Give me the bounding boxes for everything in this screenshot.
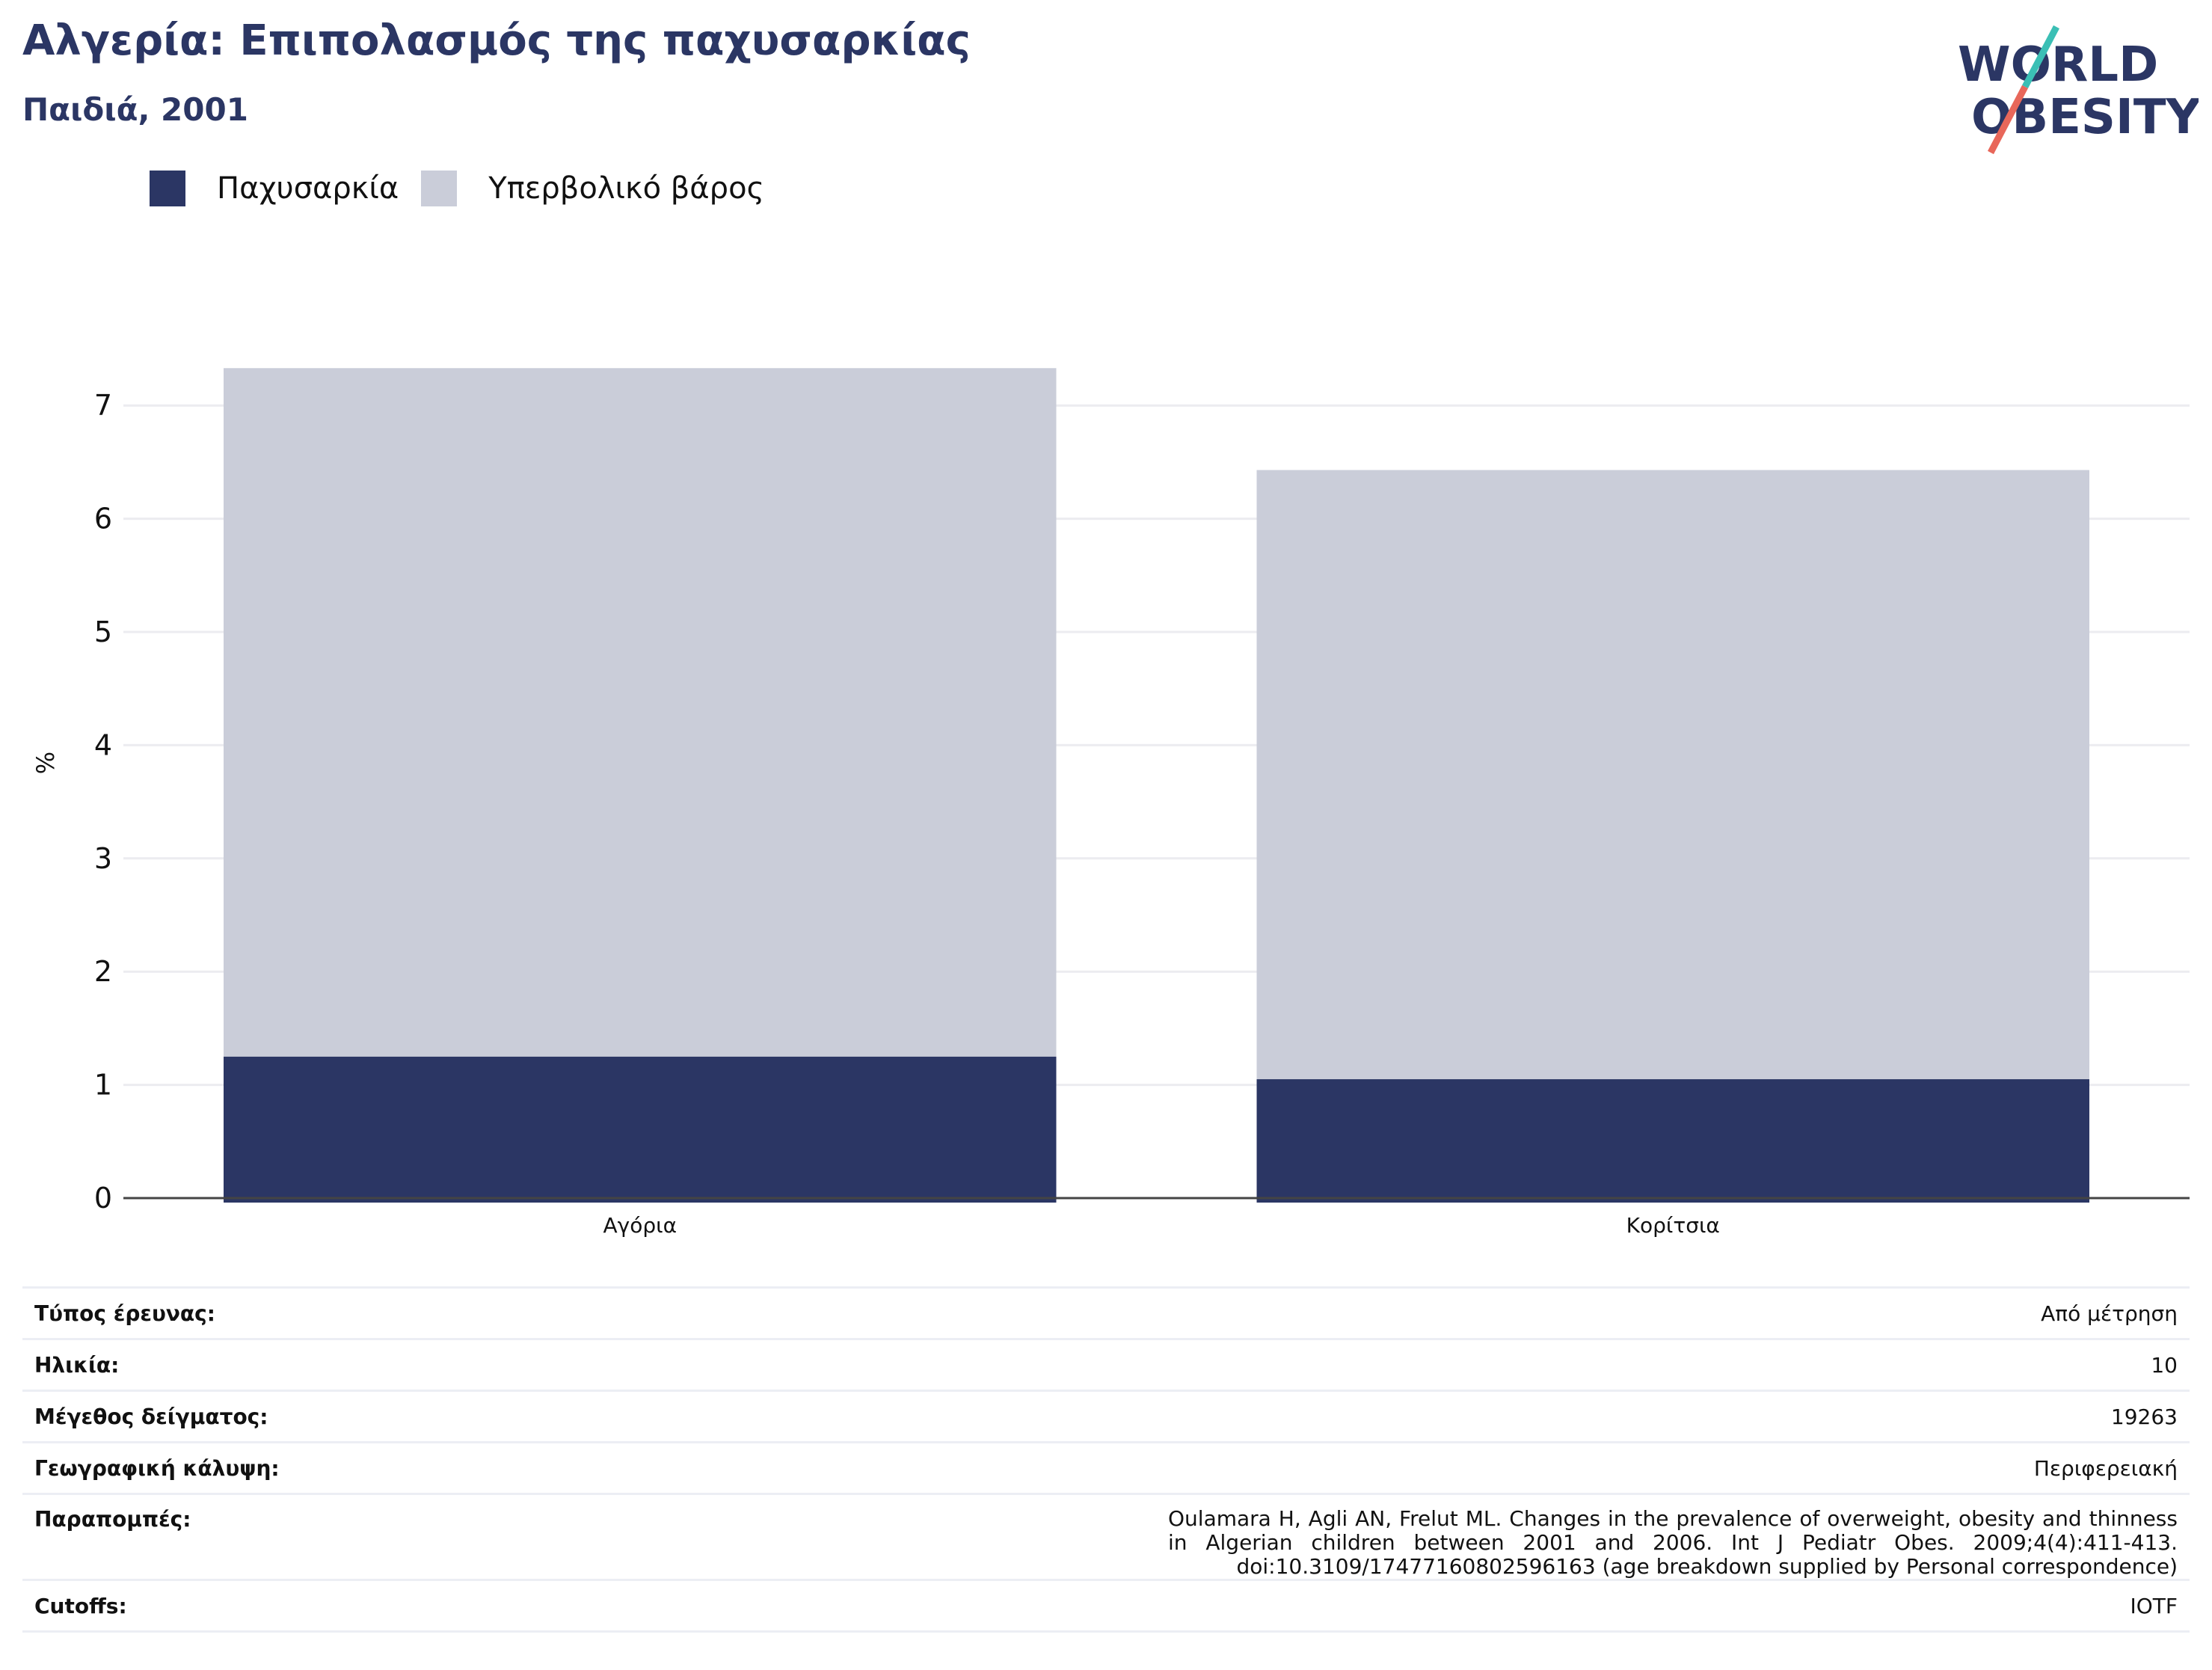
bar-overweight [1256, 470, 2089, 1080]
info-row-age: Ηλικία: 10 [22, 1338, 2190, 1391]
info-row-sample-size: Μέγεθος δείγματος: 19263 [22, 1390, 2190, 1443]
page-subtitle: Παιδιά, 2001 [22, 91, 248, 128]
y-tick-label: 4 [94, 728, 112, 761]
info-value-reference: Oulamara H, Agli AN, Frelut ML. Changes … [570, 1493, 2190, 1580]
bar-overweight [224, 368, 1057, 1057]
y-tick-label: 2 [94, 955, 112, 988]
info-value: Από μέτρηση [570, 1286, 2190, 1339]
legend-item-obesity[interactable]: Παχυσαρκία [150, 171, 399, 206]
y-axis-label: % [31, 752, 60, 774]
legend-swatch-overweight [421, 171, 458, 206]
info-row-cutoffs: Cutoffs: IOTF [22, 1579, 2190, 1633]
info-row-survey-type: Τύπος έρευνας: Από μέτρηση [22, 1286, 2190, 1339]
info-value: 19263 [570, 1390, 2190, 1443]
bar-obesity [224, 1056, 1057, 1203]
y-tick-label: 1 [94, 1069, 112, 1102]
logo-line1: WORLD [1958, 37, 2158, 93]
legend-label-overweight: Υπερβολικό βάρος [488, 171, 765, 206]
info-label: Μέγεθος δείγματος: [22, 1390, 570, 1443]
logo-slash-bottom [1988, 85, 2028, 155]
legend-swatch-obesity [150, 171, 185, 206]
info-label: Γεωγραφική κάλυψη: [22, 1441, 570, 1494]
y-tick-label: 7 [94, 389, 112, 422]
y-tick-label: 0 [94, 1182, 112, 1215]
info-value: 10 [570, 1338, 2190, 1391]
info-row-coverage: Γεωγραφική κάλυψη: Περιφερειακή [22, 1441, 2190, 1494]
info-value: IOTF [570, 1579, 2190, 1633]
x-tick-label: Κορίτσια [1626, 1213, 1720, 1238]
survey-info-table: Τύπος έρευνας: Από μέτρηση Ηλικία: 10 Μέ… [22, 1286, 2190, 1633]
info-label: Cutoffs: [22, 1579, 570, 1633]
chart-legend: Παχυσαρκία Υπερβολικό βάρος [150, 171, 787, 206]
info-label: Παραπομπές: [22, 1493, 570, 1580]
y-tick-label: 3 [94, 842, 112, 875]
page-title: Αλγερία: Επιπολασμός της παχυσαρκίας [22, 16, 971, 65]
info-label: Τύπος έρευνας: [22, 1286, 570, 1339]
world-obesity-logo: WORLD OBESITY [1958, 25, 2199, 155]
bar-obesity [1256, 1079, 2089, 1203]
y-tick-label: 5 [94, 615, 112, 648]
legend-label-obesity: Παχυσαρκία [217, 171, 399, 206]
stacked-bar-chart: 0 1 2 3 4 5 6 7% Αγόρια Κορίτσια [31, 368, 2190, 1238]
info-value: Περιφερειακή [570, 1441, 2190, 1494]
info-label: Ηλικία: [22, 1338, 570, 1391]
y-tick-label: 6 [94, 503, 112, 535]
x-tick-label: Αγόρια [603, 1213, 677, 1238]
legend-item-overweight[interactable]: Υπερβολικό βάρος [421, 171, 764, 206]
logo-slash-top [2022, 25, 2059, 89]
info-row-references: Παραπομπές: Oulamara H, Agli AN, Frelut … [22, 1493, 2190, 1580]
